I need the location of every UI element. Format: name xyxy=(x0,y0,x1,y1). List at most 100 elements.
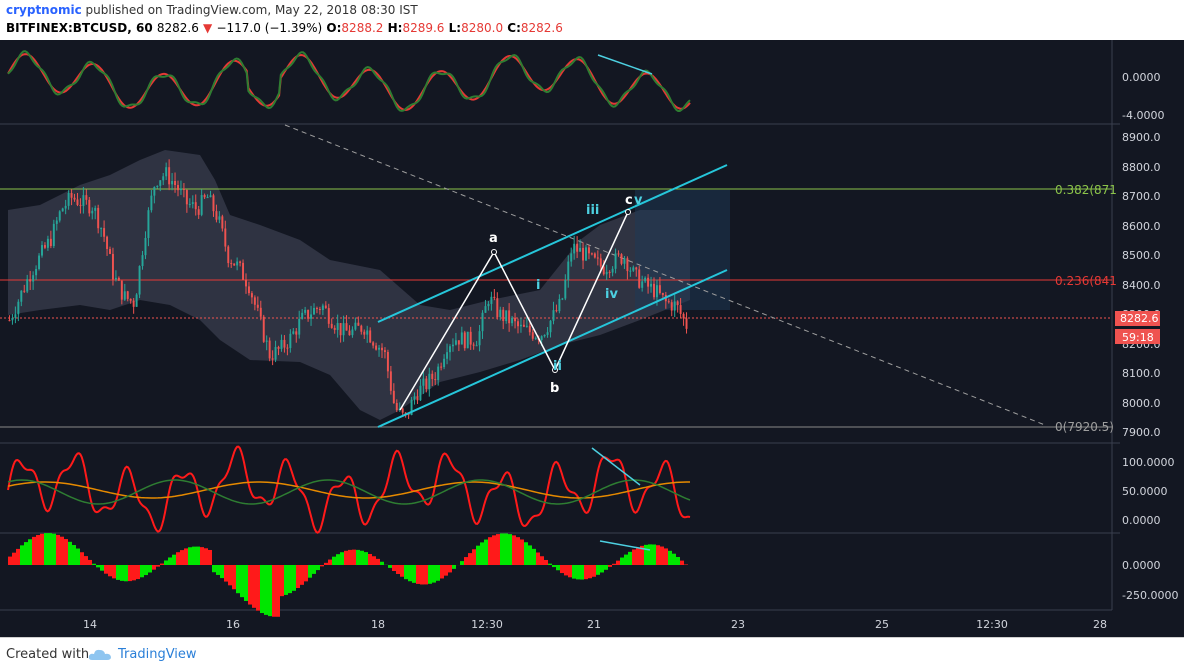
candle-body xyxy=(505,310,507,321)
wave-label-iv: iv xyxy=(605,287,618,302)
histogram-bar xyxy=(44,533,48,565)
candle-body xyxy=(180,189,182,191)
candle-body xyxy=(319,309,321,310)
histogram-bar xyxy=(684,564,688,565)
histogram-bar xyxy=(144,565,148,575)
candle-body xyxy=(272,358,274,359)
osc1-divergence-line[interactable] xyxy=(598,55,652,74)
candle-body xyxy=(461,332,463,344)
histogram-bar xyxy=(264,565,268,615)
histogram-group xyxy=(8,533,688,617)
candle-body xyxy=(301,313,303,319)
candle-body xyxy=(136,295,138,307)
candle-body xyxy=(390,371,392,390)
wave-label-v: v xyxy=(634,193,643,208)
candle-body xyxy=(236,262,238,266)
low-value: 8280.0 xyxy=(461,21,503,35)
candle-body xyxy=(351,330,353,336)
histogram-bar xyxy=(252,565,256,608)
histogram-bar xyxy=(352,550,356,565)
candle-body xyxy=(32,275,34,281)
wave-point-c[interactable] xyxy=(626,210,631,215)
candle-body xyxy=(145,238,147,255)
candle-body xyxy=(485,306,487,313)
wave-label-c: c xyxy=(625,193,633,208)
histogram-bar xyxy=(36,535,40,565)
candle-body xyxy=(26,279,28,291)
wave-point-a[interactable] xyxy=(492,250,497,255)
candle-body xyxy=(449,346,451,352)
candle-body xyxy=(245,280,247,287)
username-link[interactable]: cryptnomic xyxy=(6,3,82,17)
candle-body xyxy=(594,254,596,258)
time-tick: 18 xyxy=(371,618,385,631)
histogram-bar xyxy=(136,565,140,579)
histogram-bar xyxy=(624,555,628,565)
candle-body xyxy=(375,346,377,350)
candle-body xyxy=(511,318,513,323)
histogram-bar xyxy=(124,565,128,581)
histogram-bar xyxy=(244,565,248,601)
osc3-tick: 0.0000 xyxy=(1122,559,1161,572)
candle-body xyxy=(230,263,232,264)
price-tick: 8500.0 xyxy=(1122,249,1161,262)
candle-body xyxy=(576,244,578,252)
chart-canvas[interactable]: a b c i ii iii iv v 0.382(871 0.236(841 … xyxy=(0,40,1184,637)
histogram-bar xyxy=(84,556,88,565)
countdown-badge-text: 59:18 xyxy=(1122,331,1154,344)
histogram-bar xyxy=(176,552,180,565)
histogram-bar xyxy=(168,557,172,565)
osc3-divergence-line[interactable] xyxy=(600,541,650,550)
candle-body xyxy=(97,208,99,228)
histogram-bar xyxy=(392,565,396,571)
histogram-bar xyxy=(184,548,188,565)
candle-body xyxy=(213,195,215,211)
candle-body xyxy=(431,374,433,379)
candle-body xyxy=(425,379,427,389)
candle-body xyxy=(659,285,661,293)
candle-body xyxy=(621,254,623,264)
candle-body xyxy=(470,332,472,345)
low-label: L: xyxy=(449,21,461,35)
candle-body xyxy=(532,332,534,338)
candle-body xyxy=(585,247,587,260)
candle-body xyxy=(189,204,191,205)
candle-body xyxy=(564,280,566,298)
candle-body xyxy=(109,249,111,254)
histogram-bar xyxy=(8,557,12,565)
chart-header: cryptnomic published on TradingView.com,… xyxy=(0,0,1184,40)
candle-body xyxy=(446,352,448,359)
histogram-bar xyxy=(444,565,448,576)
histogram-bar xyxy=(284,565,288,595)
histogram-bar xyxy=(152,565,156,570)
price-tick: 8000.0 xyxy=(1122,397,1161,410)
histogram-bar xyxy=(324,563,328,565)
cloud-icon xyxy=(88,648,112,662)
candle-body xyxy=(124,291,126,299)
candle-body xyxy=(210,195,212,197)
histogram-bar xyxy=(628,552,632,565)
histogram-bar xyxy=(596,565,600,575)
candle-body xyxy=(644,278,646,282)
candle-body xyxy=(482,313,484,331)
symbol-label[interactable]: BITFINEX:BTCUSD, 60 xyxy=(6,21,153,35)
histogram-bar xyxy=(260,565,264,613)
candle-body xyxy=(254,297,256,304)
histogram-bar xyxy=(180,550,184,565)
histogram-bar xyxy=(620,558,624,565)
candle-body xyxy=(103,228,105,237)
histogram-bar xyxy=(500,533,504,565)
candle-body xyxy=(239,262,241,263)
down-arrow-icon: ▼ xyxy=(203,21,212,35)
histogram-bar xyxy=(636,547,640,565)
candle-body xyxy=(71,193,73,198)
histogram-bar xyxy=(672,554,676,565)
candle-body xyxy=(573,244,575,254)
candle-body xyxy=(366,330,368,334)
candle-body xyxy=(393,391,395,403)
histogram-bar xyxy=(188,547,192,565)
candle-body xyxy=(520,325,522,326)
histogram-bar xyxy=(516,537,520,565)
candle-body xyxy=(626,258,628,271)
candle-body xyxy=(502,310,504,321)
